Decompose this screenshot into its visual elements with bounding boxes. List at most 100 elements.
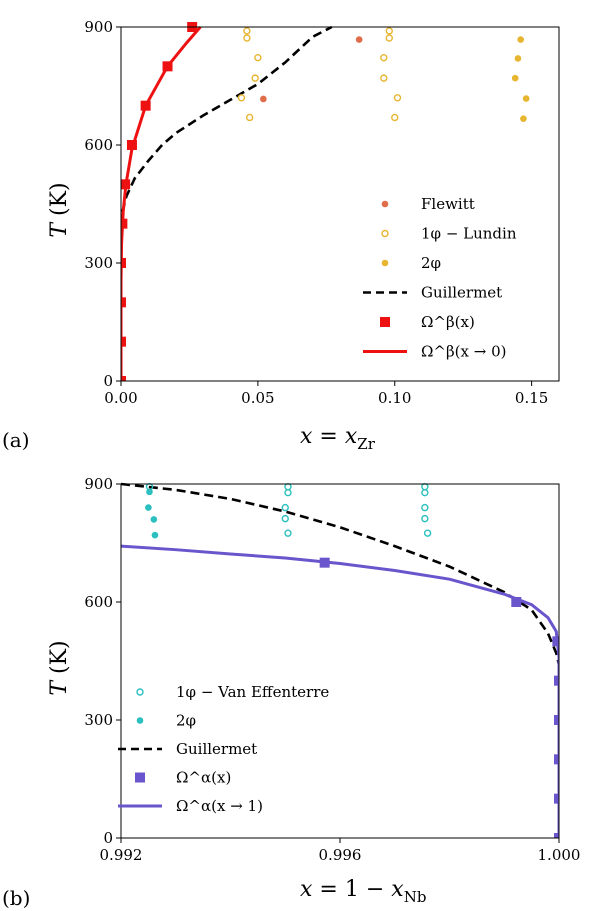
data-point-open-circle xyxy=(385,27,393,35)
data-point-filled-circle xyxy=(145,504,152,511)
data-point-square xyxy=(121,297,126,308)
y-tick-label-a: 900 xyxy=(84,18,113,36)
series-1-lundin-a xyxy=(237,27,402,122)
data-point-square xyxy=(554,793,559,804)
legend-item-2: 2φ xyxy=(136,712,196,730)
series-x-a xyxy=(121,22,198,381)
series-line xyxy=(121,26,202,381)
data-point-open-circle xyxy=(284,529,292,537)
legend-b: 1φ − Van Effenterre 2φ Guillermet Ω^α(x) Ω^α… xyxy=(118,683,329,815)
legend-item-1-van-effenterre: 1φ − Van Effenterre xyxy=(136,683,329,701)
data-point-square xyxy=(162,61,173,72)
data-point-filled-circle xyxy=(514,55,522,62)
series-x-0-a xyxy=(121,26,202,381)
panel-a-chart: (a) 0.00 0.05 0.10 0.15 0 300 600 900 x = xZr T… xyxy=(2,18,560,453)
marker-open-circle-icon xyxy=(381,229,389,238)
marker-open-circle-icon xyxy=(136,688,144,696)
x-axis-label-a: x = xZr xyxy=(300,424,376,453)
data-point-square xyxy=(554,833,559,838)
data-point-square xyxy=(126,140,137,150)
data-point-filled-circle xyxy=(355,36,363,43)
legend-label: Flewitt xyxy=(421,195,475,213)
legend-label: Ω^β(x) xyxy=(421,313,475,331)
data-point-square xyxy=(121,218,128,229)
panel-a-frame xyxy=(120,26,560,382)
y-tick-label-b: 600 xyxy=(84,593,113,611)
data-point-open-circle xyxy=(254,53,262,62)
data-point-filled-circle xyxy=(150,516,158,523)
legend-item-x-1: Ω^α(x → 1) xyxy=(118,797,263,815)
y-tick-label-a: 0 xyxy=(103,372,113,390)
legend-item-guillermet: Guillermet xyxy=(118,740,257,758)
y-axis-label-b: T (K) xyxy=(47,640,72,695)
data-point-open-circle xyxy=(245,113,254,122)
data-point-open-circle xyxy=(243,27,251,35)
series-guillermet-b xyxy=(121,482,559,666)
legend-a: Flewitt 1φ − Lundin 2φ Guillermet Ω^β(x) Ω^β(… xyxy=(363,195,517,361)
series-1-van-effenterre-b xyxy=(145,483,432,537)
data-point-open-circle xyxy=(421,503,429,512)
data-point-open-circle xyxy=(251,74,259,82)
data-point-square xyxy=(140,100,151,111)
x-tick-label-b: 0.992 xyxy=(100,846,143,864)
y-tick-label-b: 900 xyxy=(84,475,113,493)
y-tick-label-b: 0 xyxy=(103,829,113,847)
series-x-b xyxy=(319,557,559,838)
data-point-square xyxy=(121,258,126,268)
series-2-b xyxy=(145,488,159,539)
data-point-square xyxy=(121,376,126,381)
x-tick-label-a: 0.10 xyxy=(378,389,411,407)
data-point-open-circle xyxy=(423,529,432,537)
x-tick-label-a: 0.00 xyxy=(104,389,137,407)
data-point-open-circle xyxy=(243,34,251,42)
data-point-open-circle xyxy=(391,113,399,122)
x-tick-label-a: 0.15 xyxy=(515,389,548,407)
marker-filled-circle-icon xyxy=(381,259,389,267)
data-point-square xyxy=(319,557,330,568)
series-x-1-b xyxy=(121,544,559,838)
data-point-filled-circle xyxy=(517,36,524,43)
data-point-open-circle xyxy=(421,514,429,523)
legend-item-x: Ω^α(x) xyxy=(135,769,231,787)
data-point-filled-circle xyxy=(522,95,530,102)
panel-label-b: (b) xyxy=(2,886,30,910)
panel-label-a: (a) xyxy=(2,428,30,452)
legend-item-2: 2φ xyxy=(381,254,441,272)
y-tick-label-b: 300 xyxy=(84,711,113,729)
x-tick-label-a: 0.05 xyxy=(241,389,274,407)
data-point-open-circle xyxy=(380,53,388,62)
data-point-square xyxy=(554,754,559,765)
legend-label: Guillermet xyxy=(176,740,257,758)
data-point-open-circle xyxy=(281,503,289,512)
series-line xyxy=(121,544,559,838)
marker-square-icon xyxy=(135,772,145,783)
series-flewitt-a xyxy=(260,36,363,103)
x-tick-label-b: 1.000 xyxy=(538,846,581,864)
data-point-open-circle xyxy=(281,514,289,523)
data-point-open-circle xyxy=(284,488,292,497)
marker-square-icon xyxy=(380,317,390,327)
data-point-filled-circle xyxy=(151,531,159,539)
data-point-square xyxy=(511,597,522,607)
data-point-open-circle xyxy=(380,74,388,82)
data-point-square xyxy=(121,336,126,347)
y-axis-label-a: T (K) xyxy=(47,182,72,237)
data-point-filled-circle xyxy=(146,488,153,496)
legend-item-flewitt: Flewitt xyxy=(381,195,475,213)
data-point-filled-circle xyxy=(511,74,519,82)
legend-label: Ω^α(x) xyxy=(176,769,231,787)
legend-label: 2φ xyxy=(176,712,196,730)
x-tick-label-b: 0.996 xyxy=(319,846,362,864)
legend-label: 1φ − Lundin xyxy=(421,225,517,243)
data-point-open-circle xyxy=(421,488,429,497)
series-line xyxy=(121,25,333,213)
legend-label: Ω^α(x → 1) xyxy=(176,797,263,815)
data-point-square xyxy=(554,675,559,686)
data-point-filled-circle xyxy=(260,95,267,103)
data-point-filled-circle xyxy=(520,115,527,122)
legend-item-1-lundin: 1φ − Lundin xyxy=(381,225,517,243)
data-point-open-circle xyxy=(237,94,246,102)
legend-label: Guillermet xyxy=(421,284,502,302)
data-point-open-circle xyxy=(393,94,402,102)
